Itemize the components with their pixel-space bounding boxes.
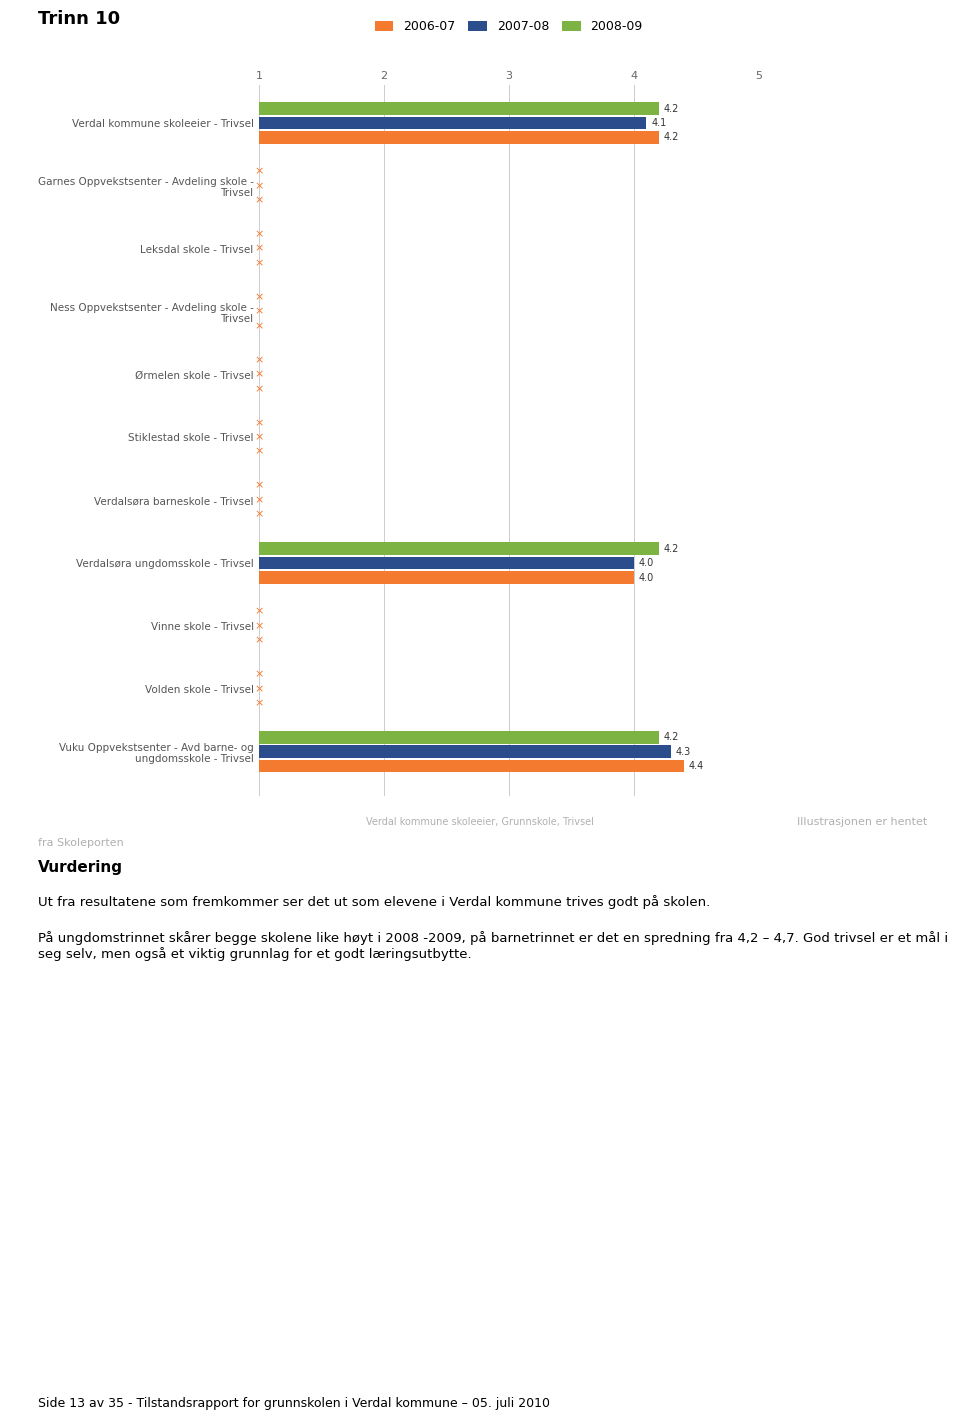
Text: 4.2: 4.2 [663, 544, 679, 554]
Bar [259, 102, 659, 115]
Text: 4.4: 4.4 [688, 762, 704, 772]
Legend: 2006-07, 2007-08, 2008-09: 2006-07, 2007-08, 2008-09 [374, 20, 643, 34]
Text: Trinn 10: Trinn 10 [38, 10, 121, 28]
Text: ×: × [254, 607, 264, 617]
Bar [259, 131, 659, 144]
Bar [259, 557, 634, 570]
Text: 4.2: 4.2 [663, 132, 679, 142]
Text: ×: × [254, 166, 264, 176]
Text: ×: × [254, 432, 264, 442]
Text: ×: × [254, 307, 264, 317]
Text: ×: × [254, 621, 264, 631]
Text: Vurdering: Vurdering [38, 860, 124, 875]
Text: ×: × [254, 446, 264, 456]
Text: ×: × [254, 496, 264, 506]
Text: ×: × [254, 480, 264, 490]
Text: ×: × [254, 229, 264, 239]
Text: Illustrasjonen er hentet: Illustrasjonen er hentet [797, 817, 927, 827]
Text: På ungdomstrinnet skårer begge skolene like høyt i 2008 -2009, på barnetrinnet e: På ungdomstrinnet skårer begge skolene l… [38, 931, 948, 961]
Text: Ut fra resultatene som fremkommer ser det ut som elevene i Verdal kommune trives: Ut fra resultatene som fremkommer ser de… [38, 895, 710, 909]
Text: 4.2: 4.2 [663, 732, 679, 742]
Bar [259, 746, 671, 757]
Text: 4.0: 4.0 [638, 558, 654, 568]
Text: ×: × [254, 669, 264, 679]
Text: ×: × [254, 698, 264, 708]
Text: ×: × [254, 195, 264, 205]
Text: ×: × [254, 635, 264, 645]
Text: ×: × [254, 369, 264, 379]
Text: ×: × [254, 510, 264, 520]
Text: Side 13 av 35 - Tilstandsrapport for grunnskolen i Verdal kommune – 05. juli 201: Side 13 av 35 - Tilstandsrapport for gru… [38, 1397, 550, 1410]
Text: 4.1: 4.1 [651, 118, 666, 128]
Text: Verdal kommune skoleeier, Grunnskole, Trivsel: Verdal kommune skoleeier, Grunnskole, Tr… [366, 817, 594, 827]
Text: ×: × [254, 180, 264, 190]
Text: 4.3: 4.3 [676, 747, 691, 757]
Text: ×: × [254, 259, 264, 269]
Bar [259, 730, 659, 743]
Bar [259, 117, 646, 129]
Text: 4.0: 4.0 [638, 573, 654, 583]
Bar [259, 543, 659, 556]
Bar [259, 571, 634, 584]
Text: ×: × [254, 293, 264, 303]
Text: ×: × [254, 355, 264, 365]
Text: ×: × [254, 384, 264, 394]
Text: 4.2: 4.2 [663, 104, 679, 114]
Text: fra Skoleporten: fra Skoleporten [38, 838, 124, 848]
Bar [259, 760, 684, 773]
Text: ×: × [254, 418, 264, 428]
Text: ×: × [254, 684, 264, 693]
Text: ×: × [254, 244, 264, 254]
Text: ×: × [254, 321, 264, 331]
